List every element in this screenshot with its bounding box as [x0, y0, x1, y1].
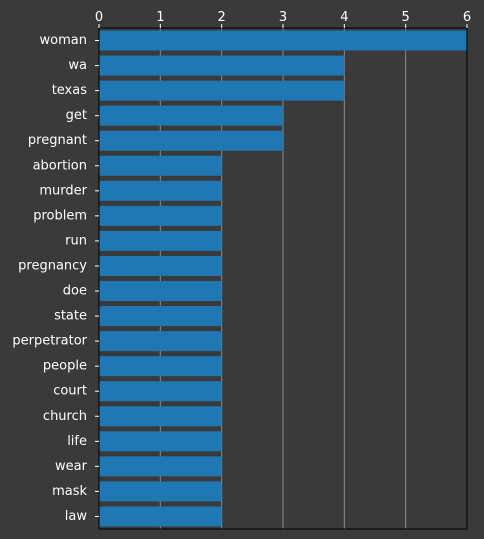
y-tick-label-murder: murder [39, 183, 87, 198]
bar-court [99, 381, 222, 401]
x-tick-label-0: 0 [95, 10, 103, 25]
y-tick-label-pregnant: pregnant [28, 133, 87, 148]
x-tick-label-1: 1 [156, 10, 164, 25]
y-tick-label-perpetrator: perpetrator [12, 334, 87, 349]
bar-people [99, 356, 222, 376]
y-tick-label-church: church [43, 409, 87, 424]
bar-wa [99, 56, 344, 76]
bar-mask [99, 481, 222, 501]
bar-murder [99, 181, 222, 201]
bar-state [99, 306, 222, 326]
y-tick-label-state: state [54, 309, 87, 324]
bar-texas [99, 81, 344, 101]
y-tick-label-run: run [65, 233, 87, 248]
y-tick-label-pregnancy: pregnancy [18, 258, 87, 273]
bar-woman [99, 31, 467, 51]
x-tick-label-6: 6 [463, 10, 471, 25]
x-tick-label-5: 5 [402, 10, 410, 25]
y-tick-label-people: people [43, 359, 87, 374]
y-tick-label-law: law [65, 509, 88, 524]
y-tick-label-wear: wear [55, 459, 88, 474]
bar-life [99, 431, 222, 451]
bar-doe [99, 281, 222, 301]
y-tick-label-texas: texas [52, 83, 88, 98]
bar-church [99, 406, 222, 426]
x-tick-label-4: 4 [340, 10, 348, 25]
x-tick-labels: 0 1 2 3 4 5 6 [95, 10, 471, 25]
y-tick-label-court: court [53, 384, 87, 399]
bar-run [99, 231, 222, 251]
y-tick-label-abortion: abortion [33, 158, 87, 173]
x-tick-label-3: 3 [279, 10, 287, 25]
grid-lines [99, 28, 467, 529]
bar-pregnancy [99, 256, 222, 276]
bar-problem [99, 206, 222, 226]
y-tick-label-doe: doe [63, 284, 87, 299]
y-tick-label-problem: problem [33, 208, 87, 223]
y-tick-label-wa: wa [68, 58, 87, 73]
bar-abortion [99, 156, 222, 176]
x-tick-label-2: 2 [218, 10, 226, 25]
bar-get [99, 106, 283, 126]
bar-wear [99, 456, 222, 476]
bar-pregnant [99, 131, 283, 151]
y-tick-labels: woman wa texas get pregnant abortion murder pro… [12, 33, 87, 524]
y-tick-label-get: get [66, 108, 87, 123]
bar-perpetrator [99, 331, 222, 351]
y-tick-label-mask: mask [52, 484, 87, 499]
y-tick-label-life: life [67, 434, 87, 449]
bar-law [99, 506, 222, 526]
y-tick-label-woman: woman [40, 33, 87, 48]
